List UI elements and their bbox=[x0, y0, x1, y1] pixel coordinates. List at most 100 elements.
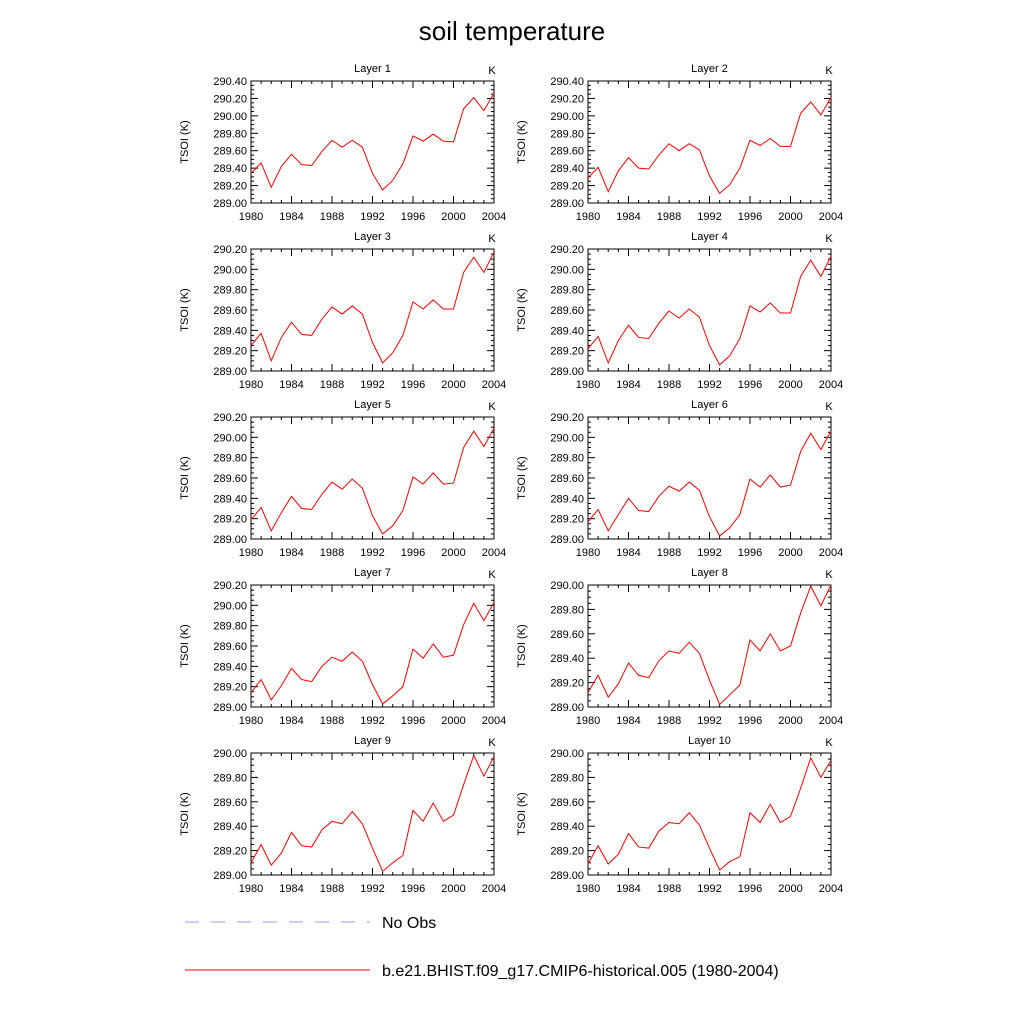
plot-frame bbox=[250, 80, 495, 204]
y-tick-label: 289.40 bbox=[213, 163, 247, 175]
series-line bbox=[250, 427, 495, 535]
y-tick-label: 289.80 bbox=[550, 285, 584, 297]
y-tick-label: 289.80 bbox=[213, 621, 247, 633]
x-tick-label: 1984 bbox=[279, 211, 303, 223]
series-line bbox=[587, 255, 832, 366]
plot-frame bbox=[250, 752, 495, 876]
units-label: K bbox=[488, 569, 496, 581]
legend: No Obs b.e21.BHIST.f09_g17.CMIP6-histori… bbox=[185, 915, 779, 980]
x-tick-label: 1980 bbox=[239, 715, 263, 727]
y-tick-label: 289.60 bbox=[213, 305, 247, 317]
x-tick-label: 1980 bbox=[576, 379, 600, 391]
y-tick-label: 289.00 bbox=[550, 366, 584, 378]
x-tick-label: 2004 bbox=[482, 715, 506, 727]
x-tick-label: 1992 bbox=[360, 379, 384, 391]
x-tick-label: 1980 bbox=[576, 547, 600, 559]
x-tick-label: 1992 bbox=[697, 715, 721, 727]
legend-label-model: b.e21.BHIST.f09_g17.CMIP6-historical.005… bbox=[382, 963, 779, 980]
x-tick-label: 1988 bbox=[320, 211, 344, 223]
panel-title: Layer 7 bbox=[354, 567, 391, 579]
y-tick-label: 289.20 bbox=[550, 181, 584, 193]
x-tick-label: 1996 bbox=[401, 379, 425, 391]
y-axis-label: TSOI (K) bbox=[179, 792, 191, 835]
panel-title: Layer 9 bbox=[354, 735, 391, 747]
y-tick-label: 289.00 bbox=[550, 870, 584, 882]
y-tick-label: 289.60 bbox=[213, 797, 247, 809]
y-tick-label: 289.20 bbox=[550, 514, 584, 526]
y-tick-label: 289.00 bbox=[213, 366, 247, 378]
y-tick-label: 290.00 bbox=[550, 264, 584, 276]
x-tick-label: 1992 bbox=[360, 883, 384, 895]
plot-frame bbox=[250, 584, 495, 708]
y-tick-label: 289.40 bbox=[213, 493, 247, 505]
x-tick-label: 2004 bbox=[819, 211, 843, 223]
panel-layer-4: Layer 4 K TSOI (K) 289.00 289.20 289.40 289.60… bbox=[516, 231, 843, 391]
units-label: K bbox=[825, 737, 833, 749]
y-tick-label: 289.20 bbox=[550, 678, 584, 690]
x-tick-label: 1984 bbox=[616, 715, 640, 727]
y-axis-label: TSOI (K) bbox=[179, 456, 191, 499]
y-tick-label: 289.60 bbox=[213, 473, 247, 485]
figure-title: soil temperature bbox=[419, 16, 605, 46]
y-tick-label: 290.20 bbox=[550, 412, 584, 424]
y-tick-label: 289.80 bbox=[550, 128, 584, 140]
x-tick-label: 2004 bbox=[482, 883, 506, 895]
panel-layer-8: Layer 8 K TSOI (K) 289.00 289.20 289.40 289.60… bbox=[516, 567, 843, 727]
series-line bbox=[250, 92, 495, 191]
y-tick-label: 290.40 bbox=[550, 76, 584, 88]
y-tick-label: 289.00 bbox=[550, 702, 584, 714]
y-tick-label: 289.60 bbox=[550, 146, 584, 158]
y-axis-label: TSOI (K) bbox=[516, 624, 528, 667]
x-tick-label: 1996 bbox=[738, 547, 762, 559]
x-tick-label: 1984 bbox=[616, 883, 640, 895]
units-label: K bbox=[825, 233, 833, 245]
x-tick-label: 1988 bbox=[657, 211, 681, 223]
x-tick-label: 1980 bbox=[239, 211, 263, 223]
y-tick-label: 289.00 bbox=[550, 198, 584, 210]
plot-frame bbox=[250, 416, 495, 540]
x-tick-label: 1984 bbox=[279, 715, 303, 727]
y-tick-label: 289.60 bbox=[213, 146, 247, 158]
y-tick-label: 289.40 bbox=[213, 661, 247, 673]
x-tick-label: 1996 bbox=[401, 211, 425, 223]
x-tick-label: 2000 bbox=[778, 379, 802, 391]
panel-title: Layer 3 bbox=[354, 231, 391, 243]
y-tick-label: 289.80 bbox=[213, 772, 247, 784]
y-tick-label: 289.80 bbox=[550, 453, 584, 465]
x-tick-label: 1996 bbox=[738, 211, 762, 223]
units-label: K bbox=[825, 569, 833, 581]
panel-title: Layer 6 bbox=[691, 399, 728, 411]
x-tick-label: 1980 bbox=[239, 379, 263, 391]
x-tick-label: 2000 bbox=[441, 883, 465, 895]
plot-frame bbox=[587, 416, 832, 540]
y-tick-label: 289.40 bbox=[550, 493, 584, 505]
plot-frame bbox=[587, 752, 832, 876]
y-tick-label: 289.00 bbox=[550, 534, 584, 546]
y-tick-label: 289.80 bbox=[213, 128, 247, 140]
y-tick-label: 290.00 bbox=[213, 600, 247, 612]
y-tick-label: 289.20 bbox=[213, 514, 247, 526]
y-axis-label: TSOI (K) bbox=[516, 792, 528, 835]
panel-layer-3: Layer 3 K TSOI (K) 289.00 289.20 289.40 289.60… bbox=[179, 231, 506, 391]
y-tick-label: 289.20 bbox=[213, 682, 247, 694]
y-tick-label: 289.40 bbox=[550, 821, 584, 833]
x-tick-label: 1988 bbox=[657, 547, 681, 559]
x-tick-label: 1980 bbox=[576, 715, 600, 727]
y-axis-label: TSOI (K) bbox=[516, 288, 528, 331]
x-tick-label: 2004 bbox=[819, 379, 843, 391]
x-tick-label: 2000 bbox=[778, 211, 802, 223]
x-tick-label: 1992 bbox=[360, 547, 384, 559]
x-tick-label: 1984 bbox=[616, 547, 640, 559]
legend-label-no-obs: No Obs bbox=[382, 915, 436, 932]
y-tick-label: 289.60 bbox=[550, 797, 584, 809]
y-axis-label: TSOI (K) bbox=[179, 288, 191, 331]
y-tick-label: 290.00 bbox=[213, 432, 247, 444]
panel-title: Layer 5 bbox=[354, 399, 391, 411]
x-tick-label: 1996 bbox=[738, 715, 762, 727]
x-tick-label: 1984 bbox=[279, 379, 303, 391]
y-tick-label: 290.20 bbox=[550, 93, 584, 105]
y-tick-label: 289.20 bbox=[213, 346, 247, 358]
y-tick-label: 289.40 bbox=[550, 163, 584, 175]
y-tick-label: 290.00 bbox=[213, 264, 247, 276]
x-tick-label: 2000 bbox=[778, 547, 802, 559]
